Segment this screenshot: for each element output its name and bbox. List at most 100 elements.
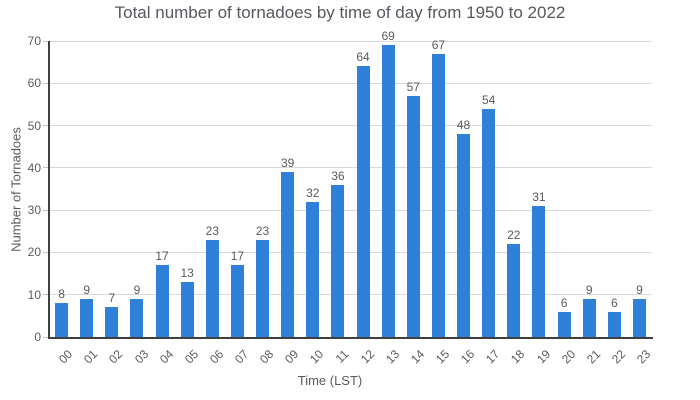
bar-value-label: 69: [381, 29, 395, 44]
x-axis-title: Time (LST): [297, 373, 363, 388]
bar-18: [507, 243, 521, 337]
bar-value-label: 57: [406, 79, 420, 94]
y-tick-label: 30: [27, 203, 41, 218]
bar-value-label: 54: [482, 92, 496, 107]
y-axis-tick: [43, 125, 49, 127]
y-tick-label: 40: [27, 160, 41, 175]
x-tick-label: 03: [131, 347, 151, 367]
bar-22: [607, 311, 621, 337]
x-tick-label: 11: [333, 347, 352, 366]
bar-value-label: 48: [456, 118, 471, 133]
chart-title: Total number of tornadoes by time of day…: [114, 3, 566, 22]
x-tick-label: 06: [206, 347, 227, 367]
x-tick-label: 01: [81, 347, 101, 367]
bar-value-label: 31: [532, 189, 546, 204]
x-tick-label: 17: [483, 347, 503, 367]
bar-value-label: 6: [560, 295, 568, 310]
bar-14: [406, 95, 420, 337]
y-tick-label: 50: [27, 118, 41, 133]
y-tick-label: 0: [34, 330, 41, 344]
bar-08: [256, 239, 270, 337]
y-tick-label: 70: [27, 34, 41, 48]
x-tick-label: 00: [56, 347, 76, 367]
x-tick-label: 15: [432, 347, 453, 367]
x-tick-label: 14: [407, 347, 428, 367]
bar-value-label: 9: [636, 282, 643, 297]
bar-21: [582, 298, 596, 337]
x-tick-label: 19: [533, 347, 553, 367]
x-axis-line: [48, 337, 653, 339]
x-tick-label: 16: [458, 347, 478, 367]
bar-04: [155, 265, 169, 337]
bar-value-label: 9: [585, 282, 593, 297]
x-tick-label: 12: [357, 347, 377, 367]
x-tick-label: 18: [508, 347, 528, 367]
gridline: [49, 167, 652, 169]
x-tick-label: 08: [257, 347, 277, 367]
gridline: [49, 125, 652, 127]
x-tick-label: 09: [282, 347, 302, 367]
y-tick-label: 60: [27, 76, 41, 91]
bar-09: [281, 172, 295, 337]
bar-10: [306, 201, 320, 337]
bar-07: [230, 265, 244, 337]
bar-value-label: 7: [108, 291, 116, 306]
y-axis-tick: [43, 336, 49, 338]
x-tick-label: 04: [156, 347, 176, 367]
bar-value-label: 6: [610, 295, 618, 310]
y-tick-label: 20: [27, 245, 41, 260]
bar-value-label: 32: [306, 185, 320, 200]
y-axis-tick: [43, 82, 49, 84]
bar-06: [205, 239, 219, 337]
gridline: [49, 294, 652, 296]
bar-value-label: 22: [507, 227, 521, 242]
bar-00: [55, 303, 69, 337]
y-axis-line: [48, 41, 50, 338]
bar-16: [457, 134, 471, 337]
bar-15: [431, 53, 445, 337]
gridline: [49, 40, 652, 42]
bar-23: [632, 298, 646, 337]
bar-value-label: 17: [155, 249, 169, 264]
x-tick-label: 23: [633, 347, 654, 367]
x-tick-label: 05: [181, 347, 202, 367]
x-tick-label: 22: [608, 347, 629, 367]
bar-value-label: 64: [356, 50, 370, 65]
y-axis-tick: [43, 294, 49, 296]
bar-value-label: 23: [205, 223, 219, 238]
x-tick-label: 10: [307, 347, 327, 367]
bar-value-label: 67: [431, 37, 446, 52]
bar-11: [331, 184, 345, 337]
bar-value-label: 13: [180, 266, 194, 281]
bar-value-label: 36: [331, 168, 345, 183]
x-tick-label: 21: [583, 347, 604, 367]
bar-12: [356, 66, 370, 337]
bar-17: [482, 108, 496, 337]
y-axis-tick: [43, 251, 49, 253]
bar-value-label: 23: [255, 223, 270, 238]
x-tick-label: 07: [231, 347, 252, 367]
bar-value-label: 9: [83, 282, 91, 297]
bar-01: [80, 298, 94, 337]
bar-value-label: 17: [230, 249, 245, 264]
gridline: [49, 82, 652, 84]
x-tick-label: 20: [558, 347, 578, 367]
gridline: [49, 251, 652, 253]
bar-value-label: 39: [281, 156, 295, 171]
y-tick-label: 10: [27, 287, 41, 302]
x-tick-label: 13: [382, 347, 403, 367]
bar-value-label: 9: [133, 282, 141, 297]
y-axis-tick: [43, 40, 49, 42]
x-tick-label: 02: [106, 347, 126, 367]
bar-20: [557, 311, 571, 337]
y-axis-tick: [43, 209, 49, 211]
bar-13: [381, 45, 395, 337]
bar-02: [105, 307, 119, 337]
bar-05: [180, 282, 194, 337]
bar-value-label: 8: [58, 287, 65, 302]
gridline: [49, 209, 652, 211]
bar-19: [532, 205, 546, 337]
y-axis-tick: [43, 167, 49, 169]
